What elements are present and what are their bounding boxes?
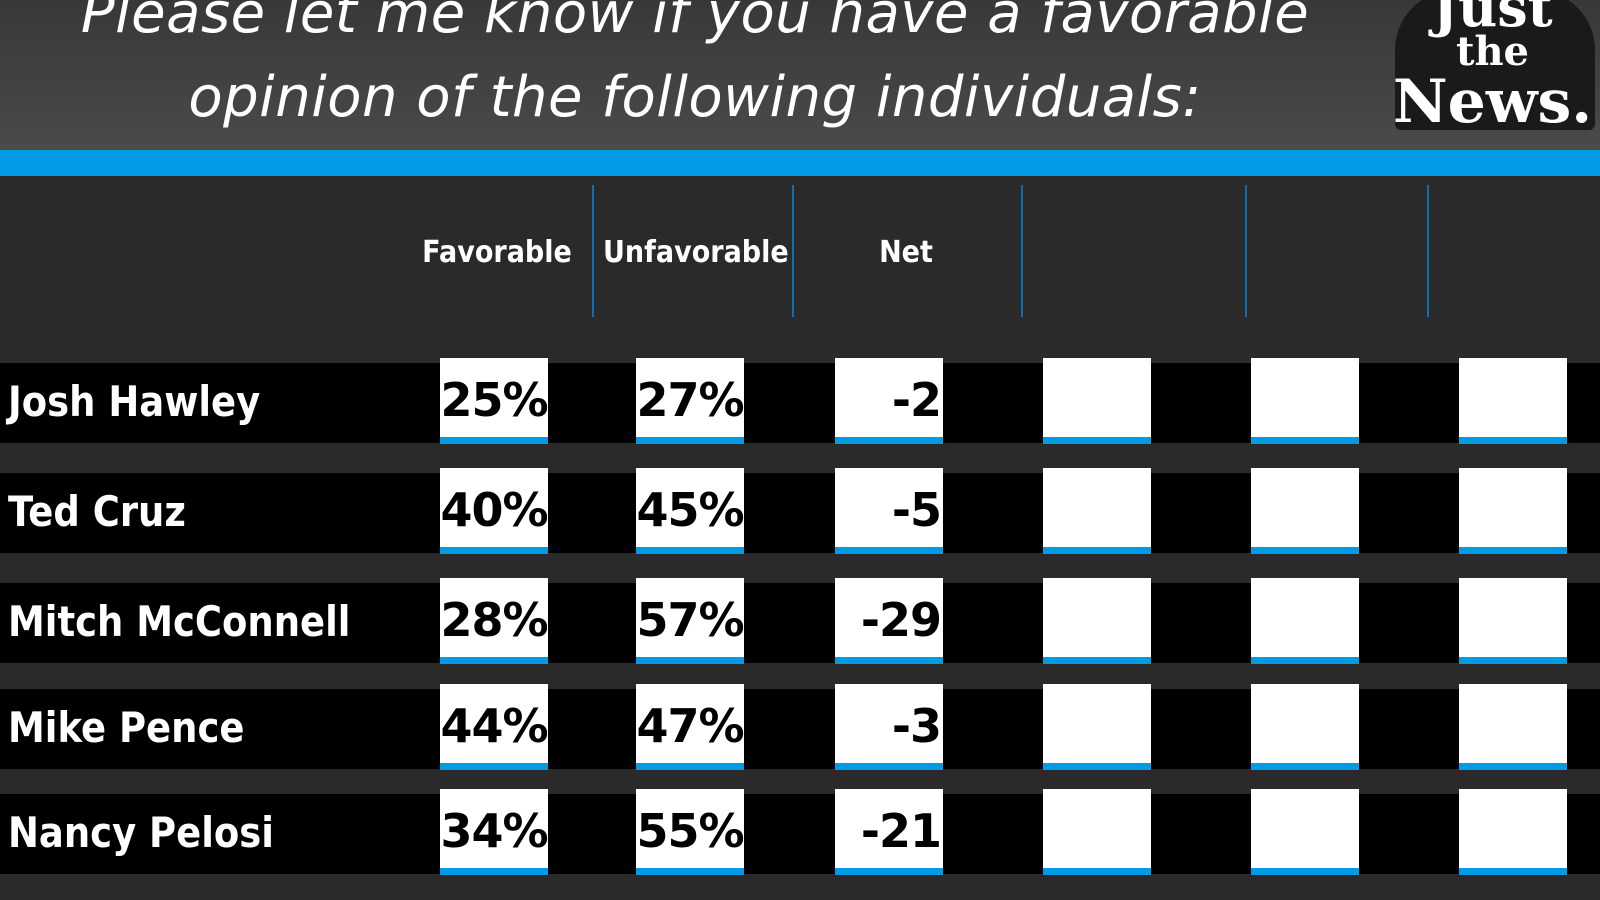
favorable-cell: 34% [440, 789, 548, 875]
net-value: -21 [860, 804, 942, 858]
unfavorable-cell: 27% [636, 358, 744, 444]
unfavorable-cell: 47% [636, 684, 744, 770]
net-cell: -21 [835, 789, 943, 875]
row-label: Ted Cruz [8, 487, 186, 536]
favorable-value: 25% [440, 373, 548, 427]
unfavorable-value: 27% [636, 373, 744, 427]
row-label: Mike Pence [8, 703, 245, 752]
net-value: -5 [891, 483, 942, 537]
row-label: Nancy Pelosi [8, 808, 274, 857]
empty-cell [1459, 468, 1567, 554]
favorable-cell: 25% [440, 358, 548, 444]
column-header: Favorable [422, 235, 572, 270]
favorable-value: 34% [440, 804, 548, 858]
column-header: Net [879, 235, 933, 270]
just-the-news-logo: Just the News. [1385, 0, 1600, 140]
net-cell: -5 [835, 468, 943, 554]
net-value: -29 [860, 593, 942, 647]
title-line-1: Please let me know if you have a favorab… [80, 0, 1310, 46]
table-row [0, 473, 1600, 553]
net-cell: -29 [835, 578, 943, 664]
header-panel: Please let me know if you have a favorab… [0, 0, 1600, 150]
unfavorable-value: 55% [636, 804, 744, 858]
column-divider [1021, 185, 1023, 317]
empty-cell [1043, 684, 1151, 770]
empty-cell [1459, 789, 1567, 875]
empty-cell [1251, 578, 1359, 664]
empty-cell [1251, 468, 1359, 554]
unfavorable-value: 45% [636, 483, 744, 537]
unfavorable-value: 57% [636, 593, 744, 647]
column-header [1423, 233, 1600, 273]
logo-text-just: Just [1432, 0, 1553, 39]
empty-cell [1459, 684, 1567, 770]
favorable-cell: 40% [440, 468, 548, 554]
column-divider [1427, 185, 1429, 317]
empty-cell [1459, 358, 1567, 444]
column-header [1215, 233, 1395, 273]
column-header: Unfavorable [603, 235, 789, 270]
unfavorable-cell: 57% [636, 578, 744, 664]
empty-cell [1251, 789, 1359, 875]
unfavorable-cell: 55% [636, 789, 744, 875]
net-value: -2 [891, 373, 942, 427]
net-cell: -3 [835, 684, 943, 770]
empty-cell [1251, 358, 1359, 444]
empty-cell [1043, 789, 1151, 875]
column-divider [792, 185, 794, 317]
unfavorable-cell: 45% [636, 468, 744, 554]
favorable-value: 28% [440, 593, 548, 647]
net-value: -3 [891, 699, 942, 753]
column-header [1007, 233, 1187, 273]
column-divider [1245, 185, 1247, 317]
favorable-value: 40% [440, 483, 548, 537]
empty-cell [1459, 578, 1567, 664]
chart-title: Please let me know if you have a favorab… [0, 0, 1390, 140]
empty-cell [1043, 468, 1151, 554]
logo-text-news: News. [1392, 67, 1593, 137]
header-accent-bar [0, 150, 1600, 176]
column-divider [592, 185, 594, 317]
favorable-cell: 44% [440, 684, 548, 770]
title-line-2: opinion of the following individuals: [188, 65, 1202, 130]
favorable-value: 44% [440, 699, 548, 753]
favorable-cell: 28% [440, 578, 548, 664]
unfavorable-value: 47% [636, 699, 744, 753]
row-label: Josh Hawley [8, 377, 261, 426]
empty-cell [1251, 684, 1359, 770]
logo-text-the: the [1455, 28, 1529, 75]
empty-cell [1043, 578, 1151, 664]
logo-capitol-silhouette [1395, 0, 1595, 130]
net-cell: -2 [835, 358, 943, 444]
empty-cell [1043, 358, 1151, 444]
row-label: Mitch McConnell [8, 597, 351, 646]
